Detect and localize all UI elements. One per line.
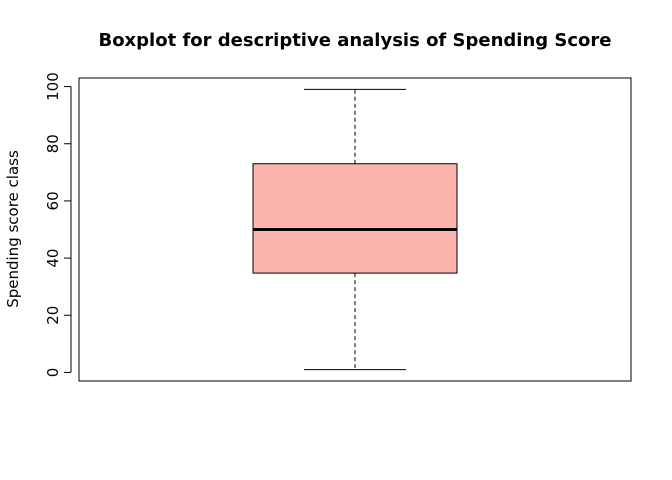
chart-title: Boxplot for descriptive analysis of Spen…	[98, 30, 611, 51]
y-tick-label: 0	[44, 368, 62, 378]
plot-frame	[78, 77, 632, 382]
box-group	[252, 88, 458, 371]
y-tick-label: 40	[44, 249, 62, 268]
y-tick-label: 60	[44, 191, 62, 210]
iqr-box	[252, 163, 458, 274]
y-axis: 0 20 40 60 80 100	[44, 72, 72, 378]
y-tick-label: 20	[44, 306, 62, 325]
y-axis-label: Spending score class	[4, 150, 22, 308]
y-tick-label: 80	[44, 134, 62, 153]
y-tick-label: 100	[44, 72, 62, 101]
